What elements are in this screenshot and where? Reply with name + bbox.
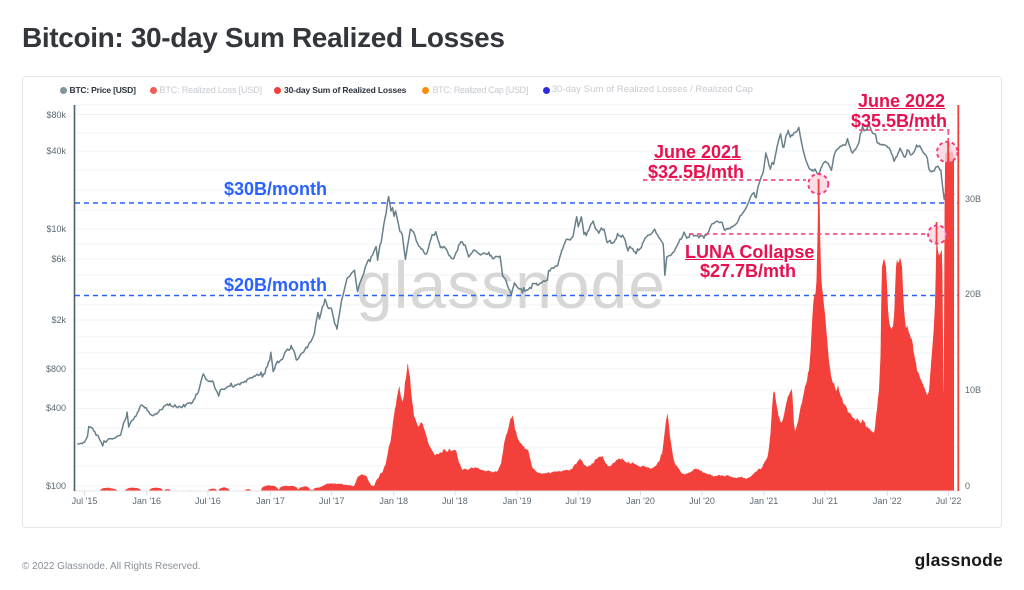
svg-text:glassnode: glassnode: [356, 248, 666, 322]
